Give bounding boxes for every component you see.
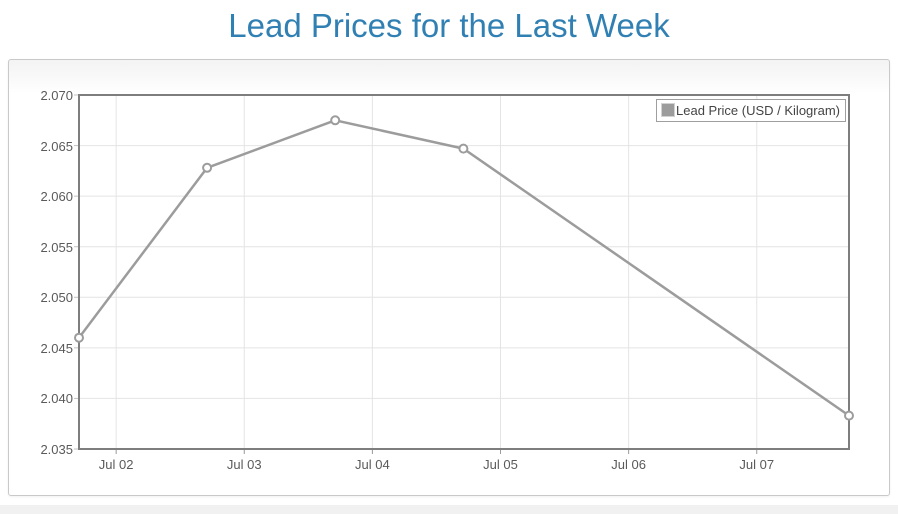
x-tick-label: Jul 03 xyxy=(226,457,262,472)
legend-label: Lead Price (USD / Kilogram) xyxy=(676,103,840,118)
x-tick-label: Jul 05 xyxy=(483,457,518,472)
data-point-marker xyxy=(844,410,854,421)
y-tick-label: 2.050 xyxy=(40,290,73,306)
x-tick-label: Jul 04 xyxy=(355,457,390,472)
axis-border xyxy=(78,94,850,450)
x-tick-label: Jul 02 xyxy=(98,457,134,472)
y-tick-label: 2.060 xyxy=(40,189,73,205)
chart-legend: Lead Price (USD / Kilogram) xyxy=(656,99,846,122)
chart-canvas xyxy=(74,94,854,454)
x-tick-label: Jul 06 xyxy=(611,457,646,472)
data-point-marker xyxy=(458,143,469,154)
y-tick-label: 2.065 xyxy=(40,138,73,154)
chart-panel: 2.035 2.040 2.045 2.050 2.055 2.060 2.065 2.070… xyxy=(8,59,890,496)
data-point-marker xyxy=(330,115,341,126)
plot-background xyxy=(79,95,849,449)
y-tick-label: 2.045 xyxy=(40,340,73,356)
legend-swatch-icon xyxy=(661,103,675,117)
x-tick-label: Jul 07 xyxy=(739,457,775,472)
y-tick-label: 2.035 xyxy=(40,442,73,457)
data-point-marker xyxy=(202,162,213,173)
y-tick-label: 2.040 xyxy=(40,391,73,407)
lead-price-chart: 2.035 2.040 2.045 2.050 2.055 2.060 2.065 2.070… xyxy=(9,60,889,495)
y-tick-label: 2.055 xyxy=(40,239,73,255)
page-title: Lead Prices for the Last Week xyxy=(228,7,670,44)
data-point-marker xyxy=(74,332,84,343)
y-tick-label: 2.070 xyxy=(40,88,73,103)
page-footer-strip xyxy=(0,505,898,514)
